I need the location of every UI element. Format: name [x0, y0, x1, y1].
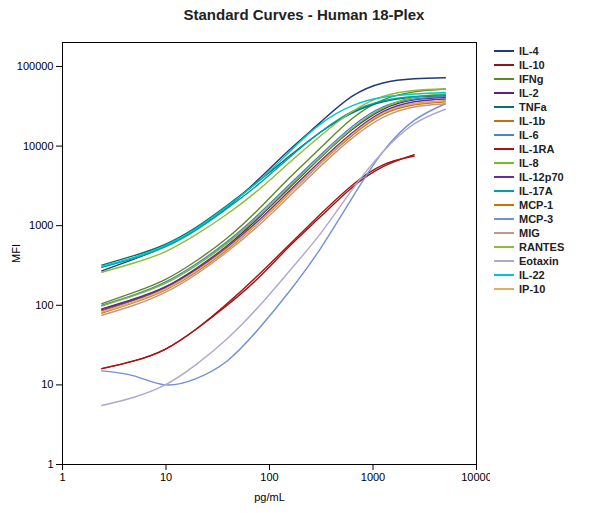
html-text:IL-17A: IL-17A	[519, 185, 553, 197]
svg-text:10000: 10000	[461, 471, 490, 483]
html-text:IL-6: IL-6	[519, 129, 539, 141]
svg-text:1000: 1000	[361, 471, 385, 483]
svg-text:10000: 10000	[23, 140, 54, 152]
svg-text:1: 1	[47, 458, 53, 470]
html-text:MCP-3: MCP-3	[519, 213, 554, 225]
html-text:IL-4: IL-4	[519, 45, 539, 57]
html-text:Eotaxin: Eotaxin	[519, 255, 559, 267]
svg-text:MFI: MFI	[10, 244, 22, 263]
svg-text:1000: 1000	[29, 219, 53, 231]
html-text:IL-2: IL-2	[519, 87, 539, 99]
html-text:MCP-1: MCP-1	[519, 199, 554, 211]
svg-text:100: 100	[260, 471, 278, 483]
html-text:RANTES: RANTES	[519, 241, 565, 253]
svg-text:10: 10	[160, 471, 172, 483]
html-text:IL-1b: IL-1b	[519, 115, 546, 127]
svg-text:pg/mL: pg/mL	[254, 491, 285, 503]
html-text:TNFa: TNFa	[519, 101, 547, 113]
html-text:IL-10: IL-10	[519, 59, 545, 71]
html-text:IL-1RA: IL-1RA	[519, 143, 555, 155]
svg-text:1: 1	[59, 471, 65, 483]
svg-text:100: 100	[35, 299, 53, 311]
html-text:IL-8: IL-8	[519, 157, 539, 169]
html-text:IL-22: IL-22	[519, 269, 545, 281]
html-text:Standard Curves - Human 18-Ple: Standard Curves - Human 18-Plex	[183, 6, 425, 23]
svg-text:10: 10	[41, 378, 53, 390]
html-text:MIG: MIG	[519, 227, 540, 239]
svg-text:100000: 100000	[17, 60, 54, 72]
html-text:IFNg: IFNg	[519, 73, 544, 85]
html-text:IL-12p70: IL-12p70	[519, 171, 564, 183]
html-text:IP-10: IP-10	[519, 283, 546, 295]
